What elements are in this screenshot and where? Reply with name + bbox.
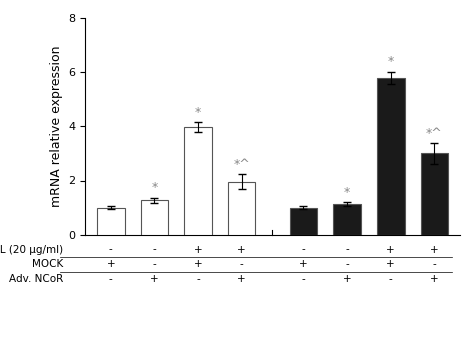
Text: +: + <box>150 274 159 284</box>
Text: +: + <box>194 244 202 255</box>
Text: Ox-LDL (20 μg/ml): Ox-LDL (20 μg/ml) <box>0 244 64 255</box>
Text: +: + <box>386 244 395 255</box>
Text: -: - <box>196 274 200 284</box>
Text: *^: *^ <box>426 127 443 140</box>
Text: -: - <box>240 260 244 269</box>
Text: -: - <box>345 260 349 269</box>
Bar <box>290 208 317 235</box>
Text: *: * <box>388 55 394 68</box>
Text: *: * <box>151 181 157 194</box>
Text: +: + <box>430 244 438 255</box>
Text: -: - <box>389 274 392 284</box>
Y-axis label: mRNA relative expression: mRNA relative expression <box>50 45 63 207</box>
Text: -: - <box>301 244 305 255</box>
Text: +: + <box>343 274 351 284</box>
Bar <box>184 127 212 235</box>
Text: -: - <box>153 244 156 255</box>
Bar <box>97 208 125 235</box>
Bar <box>228 182 255 235</box>
Text: -: - <box>109 244 113 255</box>
Text: +: + <box>237 274 246 284</box>
Text: +: + <box>430 274 438 284</box>
Text: +: + <box>237 244 246 255</box>
Text: Adv. NCoR: Adv. NCoR <box>9 274 64 284</box>
Text: +: + <box>299 260 308 269</box>
Text: *: * <box>195 106 201 119</box>
Bar <box>141 200 168 235</box>
Text: -: - <box>345 244 349 255</box>
Bar <box>333 204 361 235</box>
Text: -: - <box>109 274 113 284</box>
Text: MOCK: MOCK <box>32 260 64 269</box>
Text: *: * <box>344 186 350 199</box>
Text: +: + <box>107 260 115 269</box>
Text: +: + <box>386 260 395 269</box>
Text: -: - <box>153 260 156 269</box>
Bar <box>377 78 404 235</box>
Bar <box>420 153 448 235</box>
Text: *^: *^ <box>233 158 250 171</box>
Text: -: - <box>432 260 436 269</box>
Text: -: - <box>301 274 305 284</box>
Text: +: + <box>194 260 202 269</box>
